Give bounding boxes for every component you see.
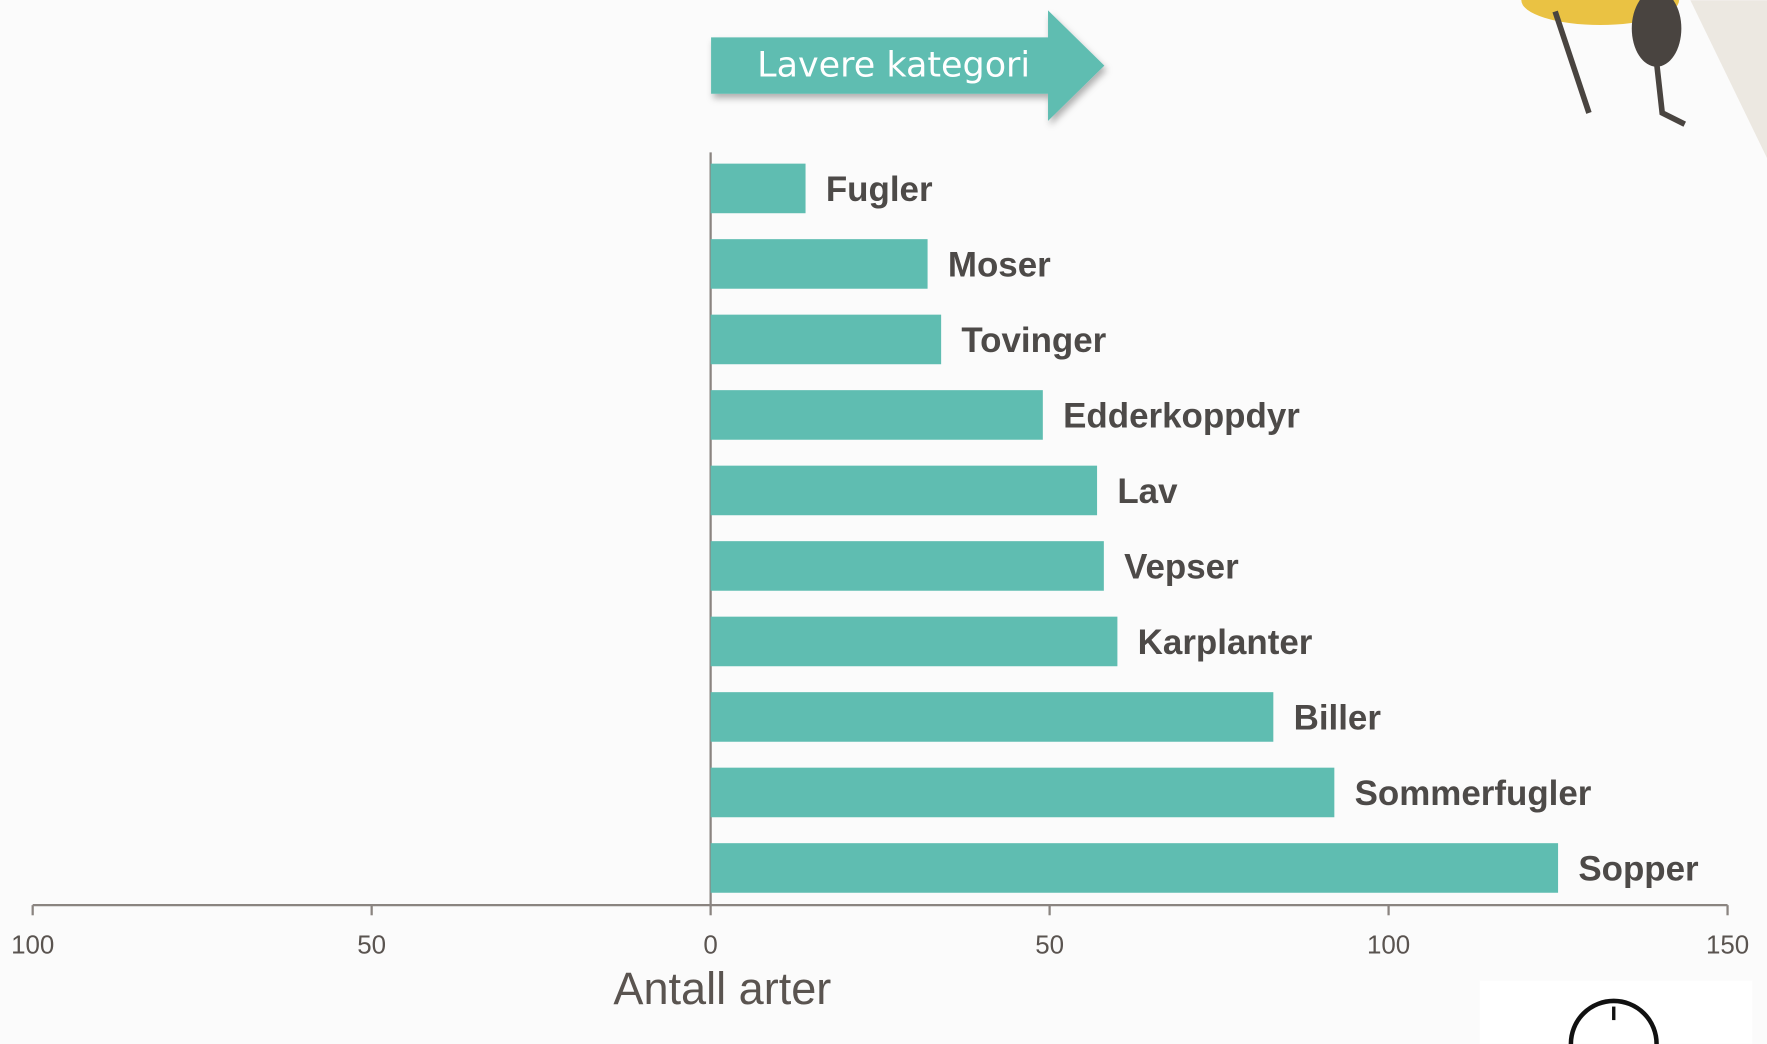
bar — [710, 163, 806, 214]
bar — [710, 616, 1118, 667]
category-label: Tovinger — [961, 321, 1106, 360]
category-label: Edderkoppdyr — [1063, 397, 1300, 436]
bar — [710, 390, 1043, 440]
bar — [710, 465, 1098, 516]
x-tick-label: 150 — [1706, 932, 1749, 960]
bar — [710, 541, 1104, 591]
clock-decoration — [1479, 980, 1753, 1044]
category-label: Vepser — [1124, 548, 1239, 587]
bee-decoration — [1521, 0, 1767, 159]
annotation: Lavere kategori — [757, 46, 1030, 86]
bar — [710, 239, 928, 289]
bar — [710, 314, 942, 365]
category-label: Lav — [1117, 472, 1178, 511]
category-label: Fugler — [826, 170, 933, 209]
category-label: Sopper — [1578, 850, 1699, 889]
x-axis-title: Antall arter — [613, 963, 831, 1014]
x-tick-label: 100 — [1367, 932, 1410, 960]
arrow-banner: Lavere kategori — [711, 10, 1105, 121]
category-label: Moser — [948, 246, 1051, 285]
category-label: Sommerfugler — [1355, 774, 1592, 813]
bar — [710, 767, 1335, 818]
arrow-shape — [711, 10, 1105, 121]
category-label: Karplanter — [1138, 623, 1313, 662]
x-tick-label: 50 — [357, 932, 386, 960]
x-tick-label: 100 — [11, 932, 54, 960]
bar — [710, 692, 1274, 742]
category-label: Biller — [1294, 699, 1382, 738]
x-tick-label: 50 — [1035, 932, 1064, 960]
bar — [710, 843, 1559, 893]
x-tick-label: 0 — [703, 932, 717, 960]
